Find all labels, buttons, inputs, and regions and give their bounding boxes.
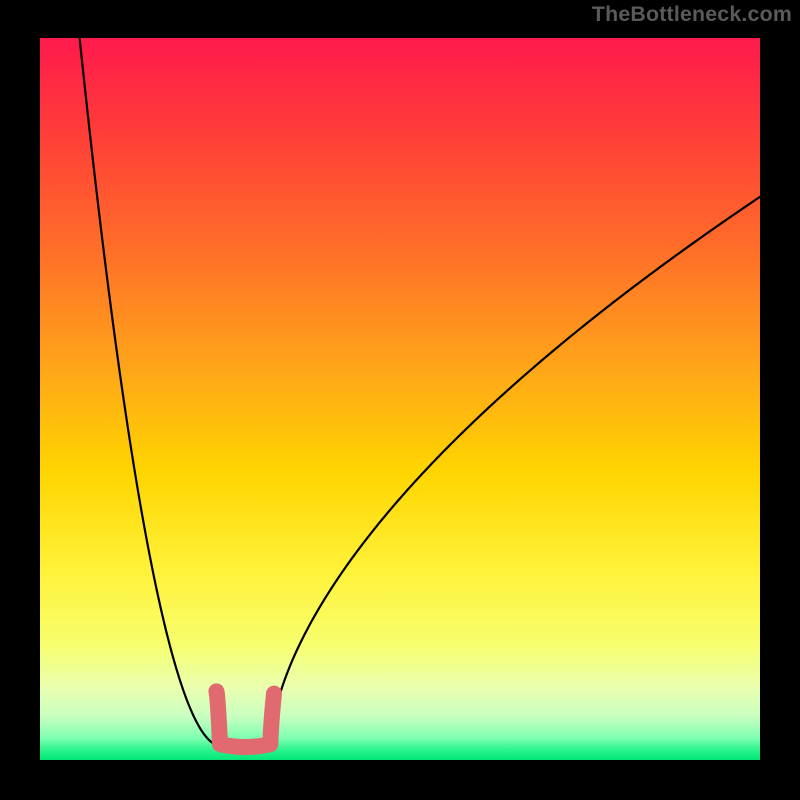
watermark-text: TheBottleneck.com: [592, 2, 792, 27]
bottleneck-chart: [0, 0, 800, 800]
